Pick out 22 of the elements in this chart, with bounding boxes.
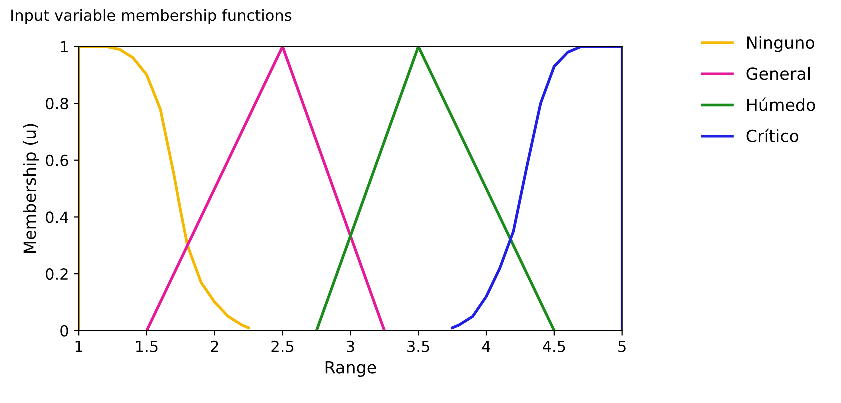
legend-label: Crítico [746, 128, 799, 142]
x-tick-label: 4 [482, 341, 491, 352]
y-tick-label: 1 [61, 41, 68, 53]
y-tick-label: 0.4 [46, 212, 68, 224]
legend-label: Ninguno [748, 36, 815, 52]
x-tick-label: 2.5 [272, 340, 294, 352]
y-tick-label: 0.2 [46, 268, 68, 280]
y-tick-label: 0.6 [46, 154, 68, 166]
legend-label: Húmedo [748, 98, 816, 112]
x-tick-label: 3.5 [408, 340, 430, 352]
x-tick-label: 2 [211, 340, 218, 352]
x-axis-title: Range [326, 361, 376, 378]
y-axis-title: Membership (u) [23, 124, 40, 254]
y-tick-label: 0.8 [46, 98, 68, 110]
x-tick-label: 1.5 [136, 341, 158, 352]
x-tick-label: 4.5 [543, 341, 566, 352]
x-tick-label: 1 [76, 341, 83, 352]
x-tick-label: 3 [347, 340, 354, 352]
legend-label: General [746, 67, 810, 80]
chart-title: Input variable membership functions [12, 9, 292, 24]
y-tick-label: 0 [60, 325, 68, 337]
x-tick-label: 5 [618, 341, 626, 352]
